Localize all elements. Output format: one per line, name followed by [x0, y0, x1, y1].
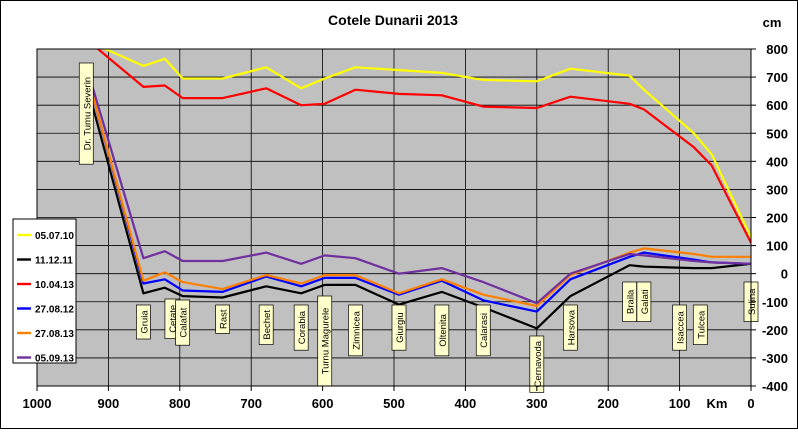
station-label-group: Rast [215, 304, 230, 334]
legend-entry: 27.08.12 [17, 305, 74, 316]
series-line-27.08.12 [85, 71, 751, 313]
y-tick-label: -400 [762, 379, 788, 394]
y-tick-label: -200 [762, 323, 788, 338]
station-label-box [391, 304, 407, 351]
station-label: Galati [640, 289, 651, 314]
station-label-group: Bechet [258, 304, 274, 345]
legend-entry: 11.12.11 [17, 256, 73, 267]
station-label-group: Cernavoda [529, 335, 545, 393]
series-line-27.08.13 [85, 71, 751, 308]
station-label-group: Turnu Magurele [317, 295, 333, 387]
legend-label: 10.04.13 [35, 280, 74, 291]
station-label-group: Gruia [136, 304, 151, 340]
station-label: Oltenita [438, 313, 449, 346]
station-label-box [529, 335, 545, 393]
station-label: Rast [219, 309, 230, 329]
station-label-box [78, 62, 94, 165]
legend-label: 27.08.12 [35, 305, 74, 316]
x-tick-label: 800 [169, 396, 191, 411]
x-tick-label: 300 [526, 396, 548, 411]
y-tick-label: 100 [766, 239, 788, 254]
station-label-box [563, 304, 578, 351]
station-label-group: Isaccea [672, 304, 687, 351]
x-tick-label: 200 [597, 396, 619, 411]
station-label: Cetate [168, 305, 179, 333]
legend-entry: 27.08.13 [17, 329, 74, 340]
station-label-group: Harsova [563, 304, 578, 351]
station-label: Calarasi [479, 313, 490, 348]
station-label: Gruia [139, 310, 150, 334]
y-tick-label: 200 [766, 211, 788, 226]
x-tick-label: 400 [455, 396, 477, 411]
legend-entry: 10.04.13 [17, 280, 74, 291]
station-label-box [175, 299, 191, 346]
y-tick-label: -100 [762, 295, 788, 310]
x-tick-label: 0 [747, 396, 754, 411]
y-tick-label: -300 [762, 351, 788, 366]
station-label-group: Giurgiu [391, 304, 407, 351]
x-tick-label: 900 [98, 396, 120, 411]
plot-border [36, 48, 752, 387]
station-label-group: Calarasi [475, 304, 491, 357]
station-label-box [293, 304, 309, 351]
station-label-box [475, 304, 491, 357]
station-label-group: Zimnicea [348, 304, 363, 357]
station-label: Cernavoda [533, 340, 544, 387]
x-tick-label: 700 [240, 396, 262, 411]
station-label: Zimnicea [351, 310, 362, 349]
y-tick-label: 0 [781, 267, 788, 282]
station-label: Isaccea [676, 311, 687, 344]
x-axis-unit-label: Km [707, 396, 728, 411]
station-label: Bechet [262, 310, 273, 340]
x-tick-label: 100 [669, 396, 691, 411]
station-label: Turnu Magurele [321, 308, 332, 375]
legend-entry: 05.09.13 [17, 354, 74, 365]
series-line-05.09.13 [85, 65, 751, 305]
station-label: Tulcea [696, 310, 707, 339]
station-label-box [215, 304, 230, 334]
chart-title: Cotele Dunarii 2013 [328, 12, 458, 28]
station-label-group: Dr. Tumu Severin [78, 62, 94, 165]
station-label: Corabia [297, 310, 308, 344]
station-label-box [636, 281, 652, 322]
station-label-group: Corabia [293, 304, 309, 351]
y-tick-label: 700 [766, 70, 788, 85]
legend-label: 05.07.10 [35, 231, 74, 242]
station-label: Dr. Tumu Severin [82, 77, 93, 150]
legend-label: 27.08.13 [35, 329, 74, 340]
station-label-group: Galati [636, 281, 652, 322]
station-label-group: Tulcea [692, 304, 708, 345]
station-label: Braila [626, 289, 637, 314]
series-line-10.04.13 [96, 49, 751, 244]
y-tick-label: 400 [766, 154, 788, 169]
x-tick-label: 600 [312, 396, 334, 411]
series-line-05.07.10 [102, 49, 751, 238]
station-label: Giurgiu [395, 312, 406, 343]
station-label-box [258, 304, 274, 345]
series-line-11.12.11 [85, 82, 751, 330]
station-label-box [672, 304, 687, 351]
legend-box [12, 218, 77, 364]
station-label: Harsova [566, 309, 577, 345]
station-label-group: Calafat [175, 299, 191, 346]
station-label-box [692, 304, 708, 345]
legend-entry: 05.07.10 [17, 231, 74, 242]
y-tick-label: 600 [766, 98, 788, 113]
y-tick-label: 300 [766, 182, 788, 197]
y-tick-label: 800 [766, 42, 788, 57]
station-label-box [348, 304, 363, 357]
station-label-box [136, 304, 151, 340]
y-tick-label: 500 [766, 126, 788, 141]
station-label-box [434, 304, 450, 357]
legend-label: 11.12.11 [35, 256, 73, 267]
station-label: Calafat [179, 307, 190, 337]
station-label-group: Oltenita [434, 304, 450, 357]
station-label-group: Braila [622, 281, 637, 322]
legend-label: 05.09.13 [35, 354, 74, 365]
x-tick-label: 500 [383, 396, 405, 411]
x-tick-label: 1000 [23, 396, 52, 411]
y-axis-unit-label: cm [763, 15, 782, 30]
